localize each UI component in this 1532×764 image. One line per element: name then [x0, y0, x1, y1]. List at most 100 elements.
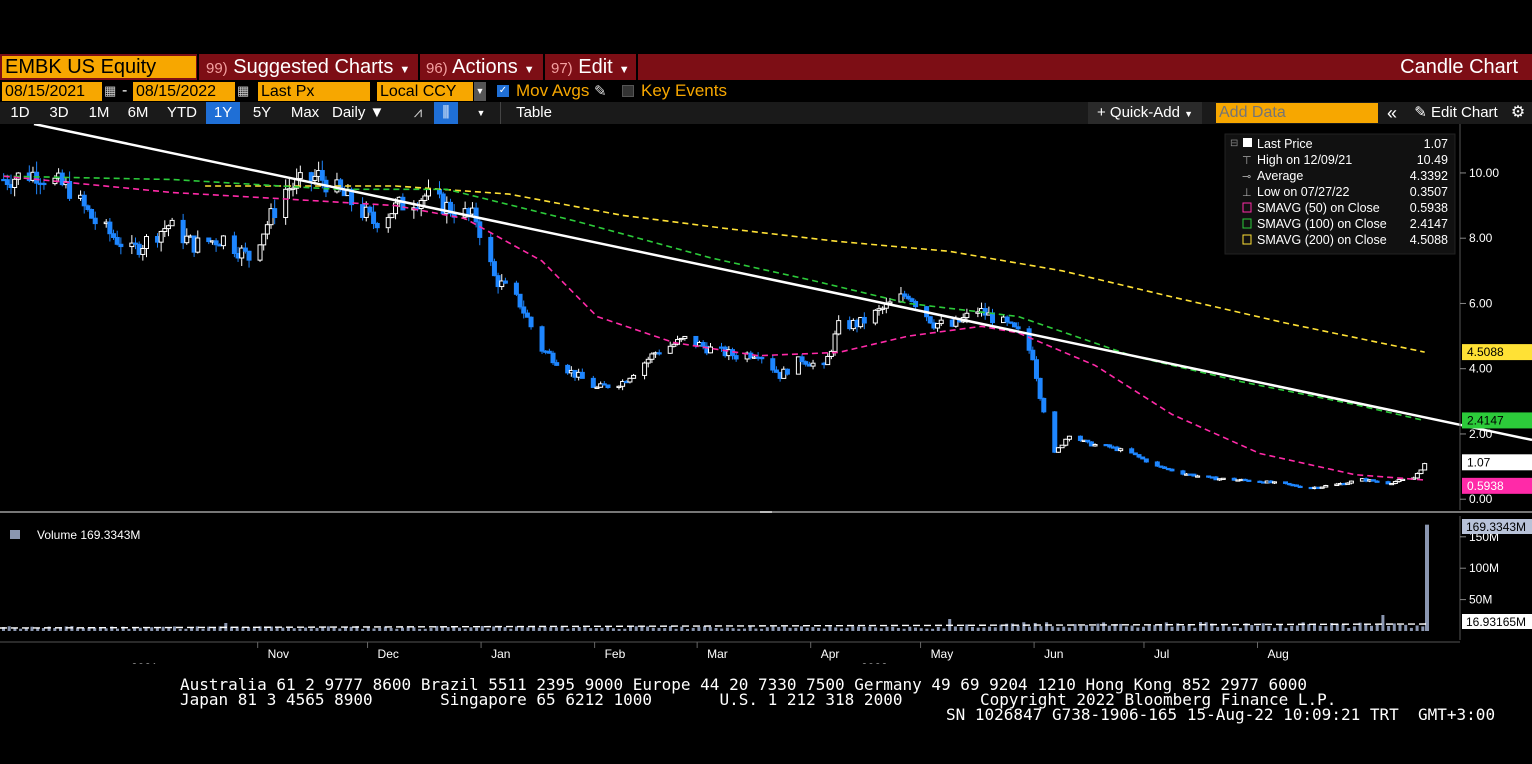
range-3d[interactable]: 3D	[49, 104, 69, 121]
candle-body	[290, 187, 296, 190]
candle	[1374, 479, 1380, 483]
candle-body	[935, 323, 941, 329]
mov-avgs-checkbox[interactable]: ✓	[497, 85, 509, 97]
frequency-select[interactable]: Daily ▼	[332, 102, 392, 124]
edit-chart-button[interactable]: ✎ Edit Chart	[1408, 102, 1504, 124]
chart-type-title: Candle Chart	[1400, 56, 1518, 78]
table-button[interactable]: Table	[516, 104, 552, 121]
candle	[129, 235, 135, 255]
volume-bar	[976, 627, 980, 631]
collapse-icon[interactable]: «	[1386, 103, 1397, 123]
quick-add-button[interactable]: + Quick-Add ▼	[1088, 102, 1202, 124]
volume-bar	[537, 627, 541, 631]
candle-body	[312, 175, 318, 181]
date-from-field[interactable]: 08/15/2021	[2, 82, 102, 101]
volume-bar	[822, 628, 826, 631]
candle	[773, 366, 779, 373]
range-ytd[interactable]: YTD	[167, 104, 197, 121]
menu-actions[interactable]: 96) Actions ▼	[426, 55, 535, 79]
price-volume-chart[interactable]: 10.00 8.00 6.00 4.00 2.00 0.00 4.5088 2.4147 1.0…	[0, 124, 1532, 664]
candle	[828, 349, 834, 360]
price-tick-label: 6.00	[1469, 296, 1493, 310]
line-chart-icon[interactable]: ⩘	[413, 104, 423, 121]
candle	[1392, 480, 1398, 485]
candle	[1143, 458, 1149, 463]
candle	[1323, 484, 1329, 488]
volume-bar	[1278, 624, 1282, 631]
candle	[239, 245, 245, 267]
date-to-field[interactable]: 08/15/2022	[133, 82, 235, 101]
candle-body	[143, 236, 149, 250]
menu-divider	[636, 54, 638, 80]
ticker-field[interactable]: EMBK US Equity	[2, 56, 196, 78]
candle	[1283, 481, 1289, 485]
volume-bar	[269, 626, 273, 631]
candle-body	[1180, 470, 1186, 475]
volume-bar	[110, 626, 114, 631]
price-field-select[interactable]: Last Px	[258, 82, 370, 101]
volume-bar	[971, 626, 974, 631]
volume-bar	[429, 628, 433, 631]
menu-suggested-charts[interactable]: 99) Suggested Charts ▼	[206, 55, 410, 79]
candle	[810, 359, 816, 370]
calendar-icon[interactable]: ▦	[104, 83, 117, 98]
candle	[601, 381, 607, 386]
calendar-icon[interactable]: ▦	[237, 83, 250, 98]
range-1m[interactable]: 1M	[88, 104, 110, 121]
candle	[257, 244, 263, 262]
add-data-input[interactable]	[1216, 103, 1378, 123]
sma50-line	[3, 175, 1425, 481]
range-1y[interactable]: 1Y	[206, 102, 240, 124]
currency-select[interactable]: Local CCY	[377, 82, 473, 101]
candle-body	[195, 237, 201, 253]
menu-divider	[543, 54, 545, 80]
candle-body	[517, 293, 523, 308]
candle	[642, 361, 648, 380]
candle-chart-icon[interactable]: ⫼	[434, 102, 458, 124]
pencil-icon[interactable]: ✎	[594, 83, 607, 100]
chevron-down-icon[interactable]: ▼	[474, 82, 486, 101]
candle	[759, 356, 765, 364]
candle	[374, 221, 380, 233]
chevron-down-icon[interactable]: ▼	[476, 108, 486, 118]
frequency-label: Daily	[332, 104, 366, 121]
volume-bar	[1124, 626, 1128, 631]
range-max[interactable]: Max	[290, 104, 320, 121]
gear-icon[interactable]: ⚙	[1510, 104, 1526, 121]
candle	[34, 161, 40, 195]
legend-average-icon: ⊸	[1242, 171, 1251, 183]
candle	[1052, 410, 1058, 454]
candle	[488, 233, 494, 266]
volume-bar	[1079, 625, 1083, 631]
candle-body	[165, 225, 171, 230]
candle	[524, 309, 530, 318]
range-5y[interactable]: 5Y	[252, 104, 272, 121]
candle-body	[1107, 444, 1113, 448]
candle-body	[1191, 473, 1197, 477]
volume-bar	[1204, 622, 1208, 631]
candle	[264, 221, 270, 240]
candle	[477, 218, 483, 246]
candle	[143, 234, 149, 258]
key-events-checkbox[interactable]	[622, 85, 634, 97]
price-tick-label: 10.00	[1469, 166, 1499, 180]
candle-body	[528, 316, 534, 328]
legend-label: High on 12/09/21	[1257, 153, 1352, 167]
volume-bar	[1313, 623, 1316, 631]
candle-body	[909, 298, 915, 302]
menu-edit[interactable]: 97) Edit ▼	[551, 55, 630, 79]
volume-bar	[463, 628, 467, 631]
range-6m[interactable]: 6M	[127, 104, 149, 121]
candle	[162, 220, 168, 238]
volume-bar	[144, 627, 148, 631]
range-1d[interactable]: 1D	[10, 104, 30, 121]
volume-bar	[1233, 626, 1237, 631]
header-bar	[0, 54, 1532, 80]
candle-body	[554, 362, 560, 366]
volume-bar	[800, 626, 803, 631]
legend-value: 2.4147	[1410, 217, 1448, 231]
volume-bar	[657, 627, 661, 631]
candle-body	[513, 282, 519, 295]
candle-body	[627, 377, 633, 383]
volume-legend-swatch	[10, 530, 20, 539]
